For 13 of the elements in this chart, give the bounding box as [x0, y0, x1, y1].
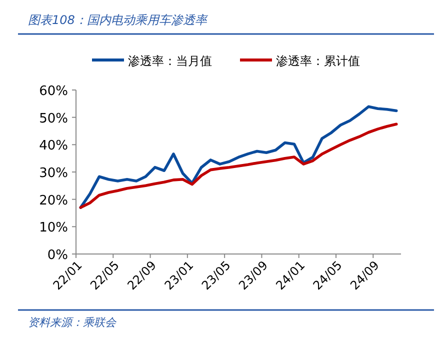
- legend-label: 渗透率：当月值: [128, 54, 212, 68]
- y-tick-label: 20%: [39, 193, 68, 208]
- line-series: [79, 105, 398, 209]
- chart-title: 图表108：国内电动乘用车渗透率: [28, 13, 209, 27]
- y-tick-label: 30%: [39, 166, 68, 181]
- y-tick-label: 0%: [47, 248, 68, 263]
- line-series: [79, 122, 398, 209]
- text: 资料来源：乘联会: [28, 316, 117, 329]
- legend-label: 渗透率：累计值: [276, 54, 360, 68]
- y-tick-label: 60%: [39, 84, 68, 99]
- y-tick-label: 50%: [39, 111, 68, 126]
- y-tick-label: 40%: [39, 138, 68, 154]
- y-tick-label: 10%: [39, 220, 68, 236]
